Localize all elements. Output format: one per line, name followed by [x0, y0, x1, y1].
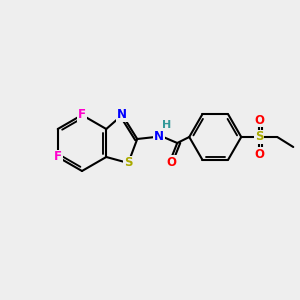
Text: N: N	[154, 130, 164, 143]
Text: F: F	[54, 151, 62, 164]
Text: O: O	[166, 155, 176, 169]
Text: F: F	[78, 109, 86, 122]
Text: O: O	[254, 113, 264, 127]
Text: O: O	[254, 148, 264, 160]
Text: S: S	[124, 157, 133, 169]
Text: N: N	[117, 109, 127, 122]
Text: S: S	[255, 130, 263, 143]
Text: H: H	[162, 120, 171, 130]
